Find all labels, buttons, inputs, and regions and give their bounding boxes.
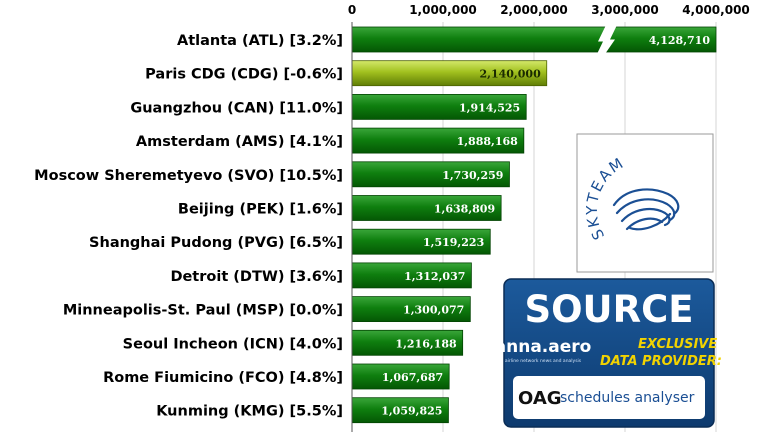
bar: [351, 262, 472, 289]
bar: [351, 296, 471, 323]
anna-aero-logo: anna.aero: [495, 337, 592, 357]
category-label: Paris CDG (CDG) [-0.6%]: [145, 67, 343, 83]
x-axis-ticks: 0 1,000,000 2,000,000 3,000,000 4,000,000: [348, 3, 750, 17]
anna-aero-tagline: airline network news and analysis: [505, 358, 582, 364]
category-label: Rome Fiumicino (FCO) [4.8%]: [103, 370, 343, 386]
category-label: Shanghai Pudong (PVG) [6.5%]: [89, 235, 343, 251]
value-label: 1,888,168: [457, 135, 519, 148]
source-title: SOURCE: [524, 288, 693, 331]
bar: [351, 397, 449, 424]
value-label: 1,300,077: [403, 304, 464, 317]
value-label: 1,730,259: [442, 169, 503, 182]
category-label: Detroit (DTW) [3.6%]: [170, 269, 343, 285]
bar: [351, 363, 450, 390]
bar: [351, 26, 717, 53]
value-labels: 4,128,710 2,140,000 1,914,525 1,888,168 1,73…: [381, 34, 710, 418]
value-label: 1,216,188: [395, 337, 457, 350]
category-label: Guangzhou (CAN) [11.0%]: [130, 100, 343, 116]
category-label: Kunming (KMG) [5.5%]: [156, 404, 343, 420]
source-logo: SOURCE anna.aero airline network news an…: [495, 278, 722, 428]
value-label: 4,128,710: [649, 34, 711, 47]
value-label: 1,067,687: [382, 371, 443, 384]
exclusive-label: EXCLUSIVE: [638, 337, 717, 352]
oag-logo: OAG: [518, 388, 562, 409]
skyteam-swirl-icon: [612, 188, 680, 231]
bar: [351, 127, 525, 154]
x-tick-label: 1,000,000: [409, 3, 477, 17]
bar: [351, 228, 491, 255]
category-label: Amsterdam (AMS) [4.1%]: [136, 134, 343, 150]
skyteam-logo: SKYTEAM: [576, 133, 714, 273]
category-label: Beijing (PEK) [1.6%]: [178, 202, 343, 218]
category-label: Moscow Sheremetyevo (SVO) [10.5%]: [34, 168, 343, 184]
category-label: Atlanta (ATL) [3.2%]: [177, 33, 343, 49]
value-label: 1,519,223: [423, 236, 484, 249]
bar: [351, 329, 464, 356]
value-label: 1,638,809: [434, 203, 495, 216]
x-tick-label: 4,000,000: [682, 3, 750, 17]
schedules-analyser-label: schedules analyser: [560, 390, 695, 406]
data-provider-label: DATA PROVIDER:: [600, 354, 722, 369]
x-tick-label: 3,000,000: [591, 3, 659, 17]
category-label: Minneapolis-St. Paul (MSP) [0.0%]: [63, 303, 343, 319]
bar: [351, 94, 527, 120]
category-label: Seoul Incheon (ICN) [4.0%]: [123, 336, 343, 352]
x-tick-label: 0: [348, 3, 356, 17]
value-label: 2,140,000: [479, 68, 541, 81]
bar: [351, 195, 502, 221]
value-label: 1,312,037: [404, 270, 465, 283]
bar: [351, 161, 510, 188]
value-label: 1,914,525: [459, 101, 520, 114]
x-tick-label: 2,000,000: [500, 3, 568, 17]
value-label: 1,059,825: [381, 405, 442, 418]
category-labels: Atlanta (ATL) [3.2%] Paris CDG (CDG) [-0.…: [34, 33, 343, 420]
axis-break-mark: [597, 25, 617, 54]
